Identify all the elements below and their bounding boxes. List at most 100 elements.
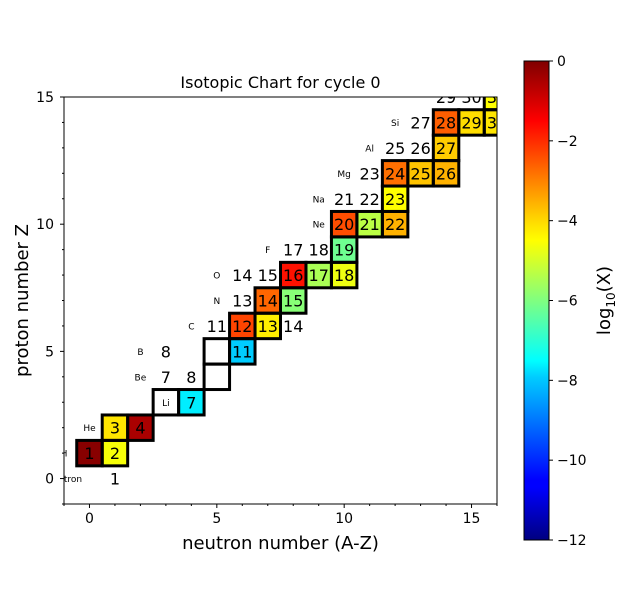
isotope-mass-label: 31	[487, 88, 507, 107]
isotope-mass-label: 27	[436, 139, 456, 158]
isotope-mass-label: 13	[232, 292, 252, 311]
isotope-mass-label: 15	[258, 266, 278, 285]
colorbar-tick-label: −10	[557, 453, 587, 469]
colorbar-label-sub: 10	[604, 292, 618, 307]
colorbar-tick-label: 0	[557, 54, 566, 70]
isotope-cell-fill	[433, 160, 459, 187]
colorbar	[523, 60, 550, 541]
isotope-mass-label: 14	[283, 317, 303, 336]
isotope-cell-fill	[280, 262, 306, 288]
isotope-mass-label: 7	[186, 393, 196, 412]
isotope-cell-fill	[178, 389, 205, 415]
isotope-mass-label: 11	[232, 342, 252, 361]
element-label: Ne	[313, 221, 326, 231]
isotope-cell-fill	[458, 109, 485, 136]
isotope-cell-fill	[255, 313, 281, 339]
y-tick-label: 10	[36, 217, 54, 233]
element-label: H	[61, 450, 68, 460]
isotope-mass-label: 1	[110, 470, 120, 489]
isotope-mass-label: 20	[334, 215, 354, 234]
isotope-mass-label: 8	[186, 368, 196, 387]
isotope-cell-fill	[280, 287, 306, 314]
element-label: N	[213, 297, 220, 307]
isotope-mass-label: 23	[385, 190, 405, 209]
x-tick-label: 10	[335, 511, 353, 527]
isotope-mass-label: 14	[232, 266, 252, 285]
isotope-cell-fill	[331, 211, 357, 237]
isotope-cell-fill	[331, 262, 357, 288]
y-tick-label: 0	[45, 472, 54, 488]
isotope-mass-label: 15	[283, 292, 303, 311]
isotope-mass-label: 4	[135, 419, 145, 438]
isotope-cell-fill	[484, 97, 497, 110]
colorbar-label: log10(X)	[594, 266, 618, 335]
x-tick-label: 0	[85, 511, 94, 527]
x-tick-label: 5	[212, 511, 221, 527]
isotope-mass-label: 30	[487, 113, 507, 132]
y-tick-label: 5	[45, 344, 54, 360]
element-label: Mg	[337, 170, 350, 180]
element-label: Al	[365, 144, 374, 154]
isotope-cell-fill	[127, 414, 154, 441]
colorbar-tick-label: −4	[557, 214, 578, 230]
colorbar-label-suffix: (X)	[594, 266, 615, 292]
isotope-mass-label: 3	[110, 419, 120, 438]
isotope-cell-fill	[229, 313, 256, 339]
isotope-mass-label: 30	[461, 88, 481, 107]
isotope-mass-label: 19	[334, 241, 354, 260]
element-label: Na	[313, 195, 325, 205]
isotope-cell-outline	[202, 337, 232, 366]
axes: 0 5 10 15 0 5 10 15	[36, 90, 498, 527]
isotope-mass-label: 22	[359, 190, 379, 209]
element-label: F	[265, 246, 270, 256]
isotope-mass-label: 8	[161, 342, 171, 361]
isotope-mass-label: 28	[436, 113, 456, 132]
isotope-cell-fill	[102, 414, 128, 441]
isotope-mass-label: 24	[385, 164, 405, 183]
isotope-cell-fill	[407, 160, 434, 187]
isotope-mass-label: 2	[110, 444, 120, 463]
isotope-cell-fill	[382, 211, 408, 237]
isotope-cell-fill	[305, 262, 332, 288]
isotope-mass-label: 25	[410, 164, 430, 183]
element-label: B	[137, 348, 143, 358]
isotope-mass-label: 22	[385, 215, 405, 234]
isotope-mass-label: 18	[309, 241, 329, 260]
isotope-mass-label: 29	[461, 113, 481, 132]
y-axis-label: proton number Z	[12, 224, 33, 377]
isotope-mass-label: 17	[283, 241, 303, 260]
isotope-mass-label: 25	[385, 139, 405, 158]
colorbar-tick-label: −8	[557, 373, 578, 389]
element-label: O	[213, 272, 220, 282]
chart-title: Isotopic Chart for cycle 0	[180, 73, 380, 92]
isotope-mass-label: 23	[359, 164, 379, 183]
isotope-mass-label: 13	[258, 317, 278, 336]
isotope-mass-label: 7	[161, 368, 171, 387]
isotope-cell-fill	[484, 109, 497, 136]
x-axis-label: neutron number (A-Z)	[182, 533, 379, 554]
isotope-cell-fill	[331, 236, 357, 263]
isotope-mass-label: 21	[359, 215, 379, 234]
isotope-cell-outline	[482, 108, 497, 137]
element-label: He	[83, 424, 96, 434]
isotope-cell-fill	[229, 338, 256, 365]
isotope-cell-fill	[433, 135, 459, 161]
isotope-mass-label: 29	[436, 88, 456, 107]
colorbar-tick-label: −6	[557, 294, 578, 310]
x-tick-label: 15	[463, 511, 481, 527]
isotope-cell-fill	[255, 287, 281, 314]
isotope-mass-label: 27	[410, 113, 430, 132]
isotope-cell-fill	[102, 440, 128, 466]
colorbar-tick-label: −2	[557, 134, 578, 150]
isotope-mass-label: 16	[283, 266, 303, 285]
isotope-mass-label: 14	[258, 292, 278, 311]
colorbar-label-log: log	[594, 308, 615, 335]
isotope-mass-label: 26	[410, 139, 430, 158]
colorbar-tick-label: −12	[557, 533, 587, 549]
element-label: Be	[135, 373, 147, 383]
isotope-mass-label: 18	[334, 266, 354, 285]
colorbar-ticks: 0 −2 −4 −6 −8 −10 −12	[549, 54, 587, 549]
isotope-cell-fill	[356, 211, 383, 237]
